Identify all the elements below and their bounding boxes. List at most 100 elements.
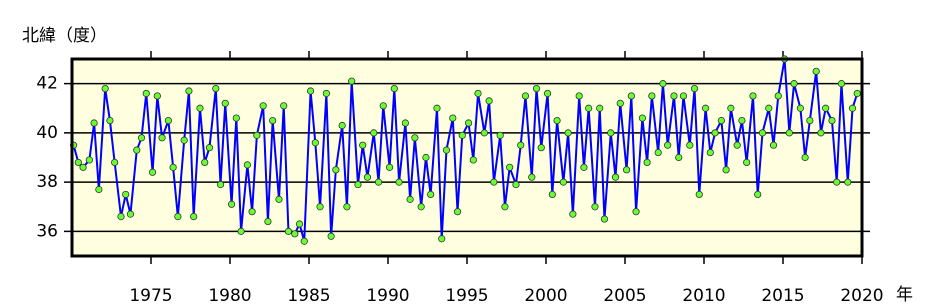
data-point bbox=[126, 210, 135, 218]
data-point bbox=[501, 203, 509, 211]
data-point bbox=[359, 141, 367, 149]
x-axis-label: 年 bbox=[896, 285, 913, 305]
data-point bbox=[291, 230, 299, 238]
data-point bbox=[622, 166, 631, 174]
data-point bbox=[717, 116, 725, 125]
data-point bbox=[506, 163, 514, 171]
data-point bbox=[106, 116, 114, 125]
plot-frame bbox=[70, 57, 864, 258]
data-point bbox=[311, 139, 319, 147]
data-point bbox=[828, 116, 836, 125]
data-point bbox=[79, 163, 87, 171]
data-point bbox=[316, 203, 324, 211]
data-point bbox=[796, 104, 804, 112]
data-point bbox=[74, 158, 82, 167]
x-tick-label: 2010 bbox=[682, 286, 725, 305]
data-point bbox=[148, 168, 157, 176]
data-point bbox=[686, 141, 694, 149]
data-point bbox=[227, 200, 236, 208]
data-point bbox=[101, 84, 109, 93]
data-point bbox=[559, 178, 567, 186]
data-point bbox=[243, 161, 251, 169]
data-point bbox=[111, 158, 119, 167]
x-tick-label: 1990 bbox=[366, 286, 409, 305]
y-tick-label: 40 bbox=[36, 123, 58, 143]
data-point bbox=[532, 84, 541, 93]
data-point bbox=[743, 158, 751, 167]
data-point bbox=[196, 104, 204, 112]
data-point bbox=[537, 144, 545, 152]
data-point bbox=[769, 141, 778, 149]
data-point bbox=[306, 87, 315, 95]
data-point bbox=[264, 217, 272, 226]
data-point bbox=[142, 89, 150, 98]
data-point bbox=[607, 129, 615, 137]
data-point bbox=[822, 104, 830, 112]
data-point bbox=[422, 153, 430, 162]
data-point bbox=[490, 178, 498, 186]
data-point bbox=[790, 80, 798, 88]
data-point bbox=[85, 156, 93, 164]
x-tick-label: 2000 bbox=[524, 286, 567, 305]
data-point bbox=[153, 92, 161, 100]
data-point bbox=[474, 89, 482, 98]
data-point bbox=[512, 180, 520, 189]
x-tick-label: 1995 bbox=[445, 286, 488, 305]
data-point bbox=[848, 104, 857, 112]
data-point bbox=[754, 190, 762, 199]
data-point bbox=[169, 163, 177, 171]
data-point bbox=[174, 213, 182, 221]
data-point bbox=[205, 144, 214, 152]
data-point bbox=[806, 116, 814, 125]
data-point bbox=[611, 173, 620, 181]
data-point bbox=[738, 116, 746, 125]
data-point bbox=[164, 116, 172, 125]
data-point bbox=[569, 210, 577, 218]
data-point bbox=[322, 89, 330, 98]
data-point bbox=[411, 134, 419, 142]
data-point bbox=[385, 163, 394, 171]
data-point bbox=[648, 92, 656, 100]
x-tick-label: 2020 bbox=[840, 286, 883, 305]
data-point bbox=[575, 92, 583, 100]
data-point bbox=[679, 92, 688, 100]
data-point bbox=[185, 87, 193, 95]
data-point bbox=[817, 129, 825, 137]
data-point bbox=[212, 84, 220, 93]
data-point bbox=[695, 190, 703, 199]
data-point bbox=[706, 148, 714, 157]
data-point bbox=[517, 141, 525, 149]
chart-title: 北緯（度） bbox=[22, 26, 107, 46]
data-point bbox=[480, 129, 488, 137]
data-point bbox=[327, 232, 335, 240]
y-tick-label: 36 bbox=[36, 221, 58, 241]
data-point bbox=[643, 158, 651, 167]
data-point bbox=[580, 163, 588, 171]
data-point bbox=[758, 129, 767, 137]
data-point bbox=[137, 134, 146, 142]
data-point bbox=[221, 99, 229, 107]
data-point bbox=[585, 104, 593, 112]
data-point bbox=[659, 80, 667, 88]
data-point bbox=[300, 237, 308, 245]
data-point bbox=[269, 116, 277, 125]
data-point bbox=[733, 141, 741, 149]
data-point bbox=[90, 119, 98, 127]
data-point bbox=[664, 141, 672, 149]
data-point bbox=[348, 77, 356, 85]
data-point bbox=[253, 131, 261, 139]
y-tick-label: 42 bbox=[36, 74, 58, 94]
data-point bbox=[469, 156, 477, 164]
data-point bbox=[774, 92, 782, 100]
data-point bbox=[670, 92, 678, 100]
data-point bbox=[785, 129, 793, 137]
data-point bbox=[158, 134, 166, 142]
data-point bbox=[638, 114, 646, 122]
data-point bbox=[280, 102, 288, 110]
x-tick-label: 1975 bbox=[129, 286, 172, 305]
data-point bbox=[853, 89, 861, 98]
data-point bbox=[711, 129, 719, 137]
data-point bbox=[122, 190, 130, 199]
data-point bbox=[438, 235, 446, 243]
data-point bbox=[749, 92, 757, 100]
